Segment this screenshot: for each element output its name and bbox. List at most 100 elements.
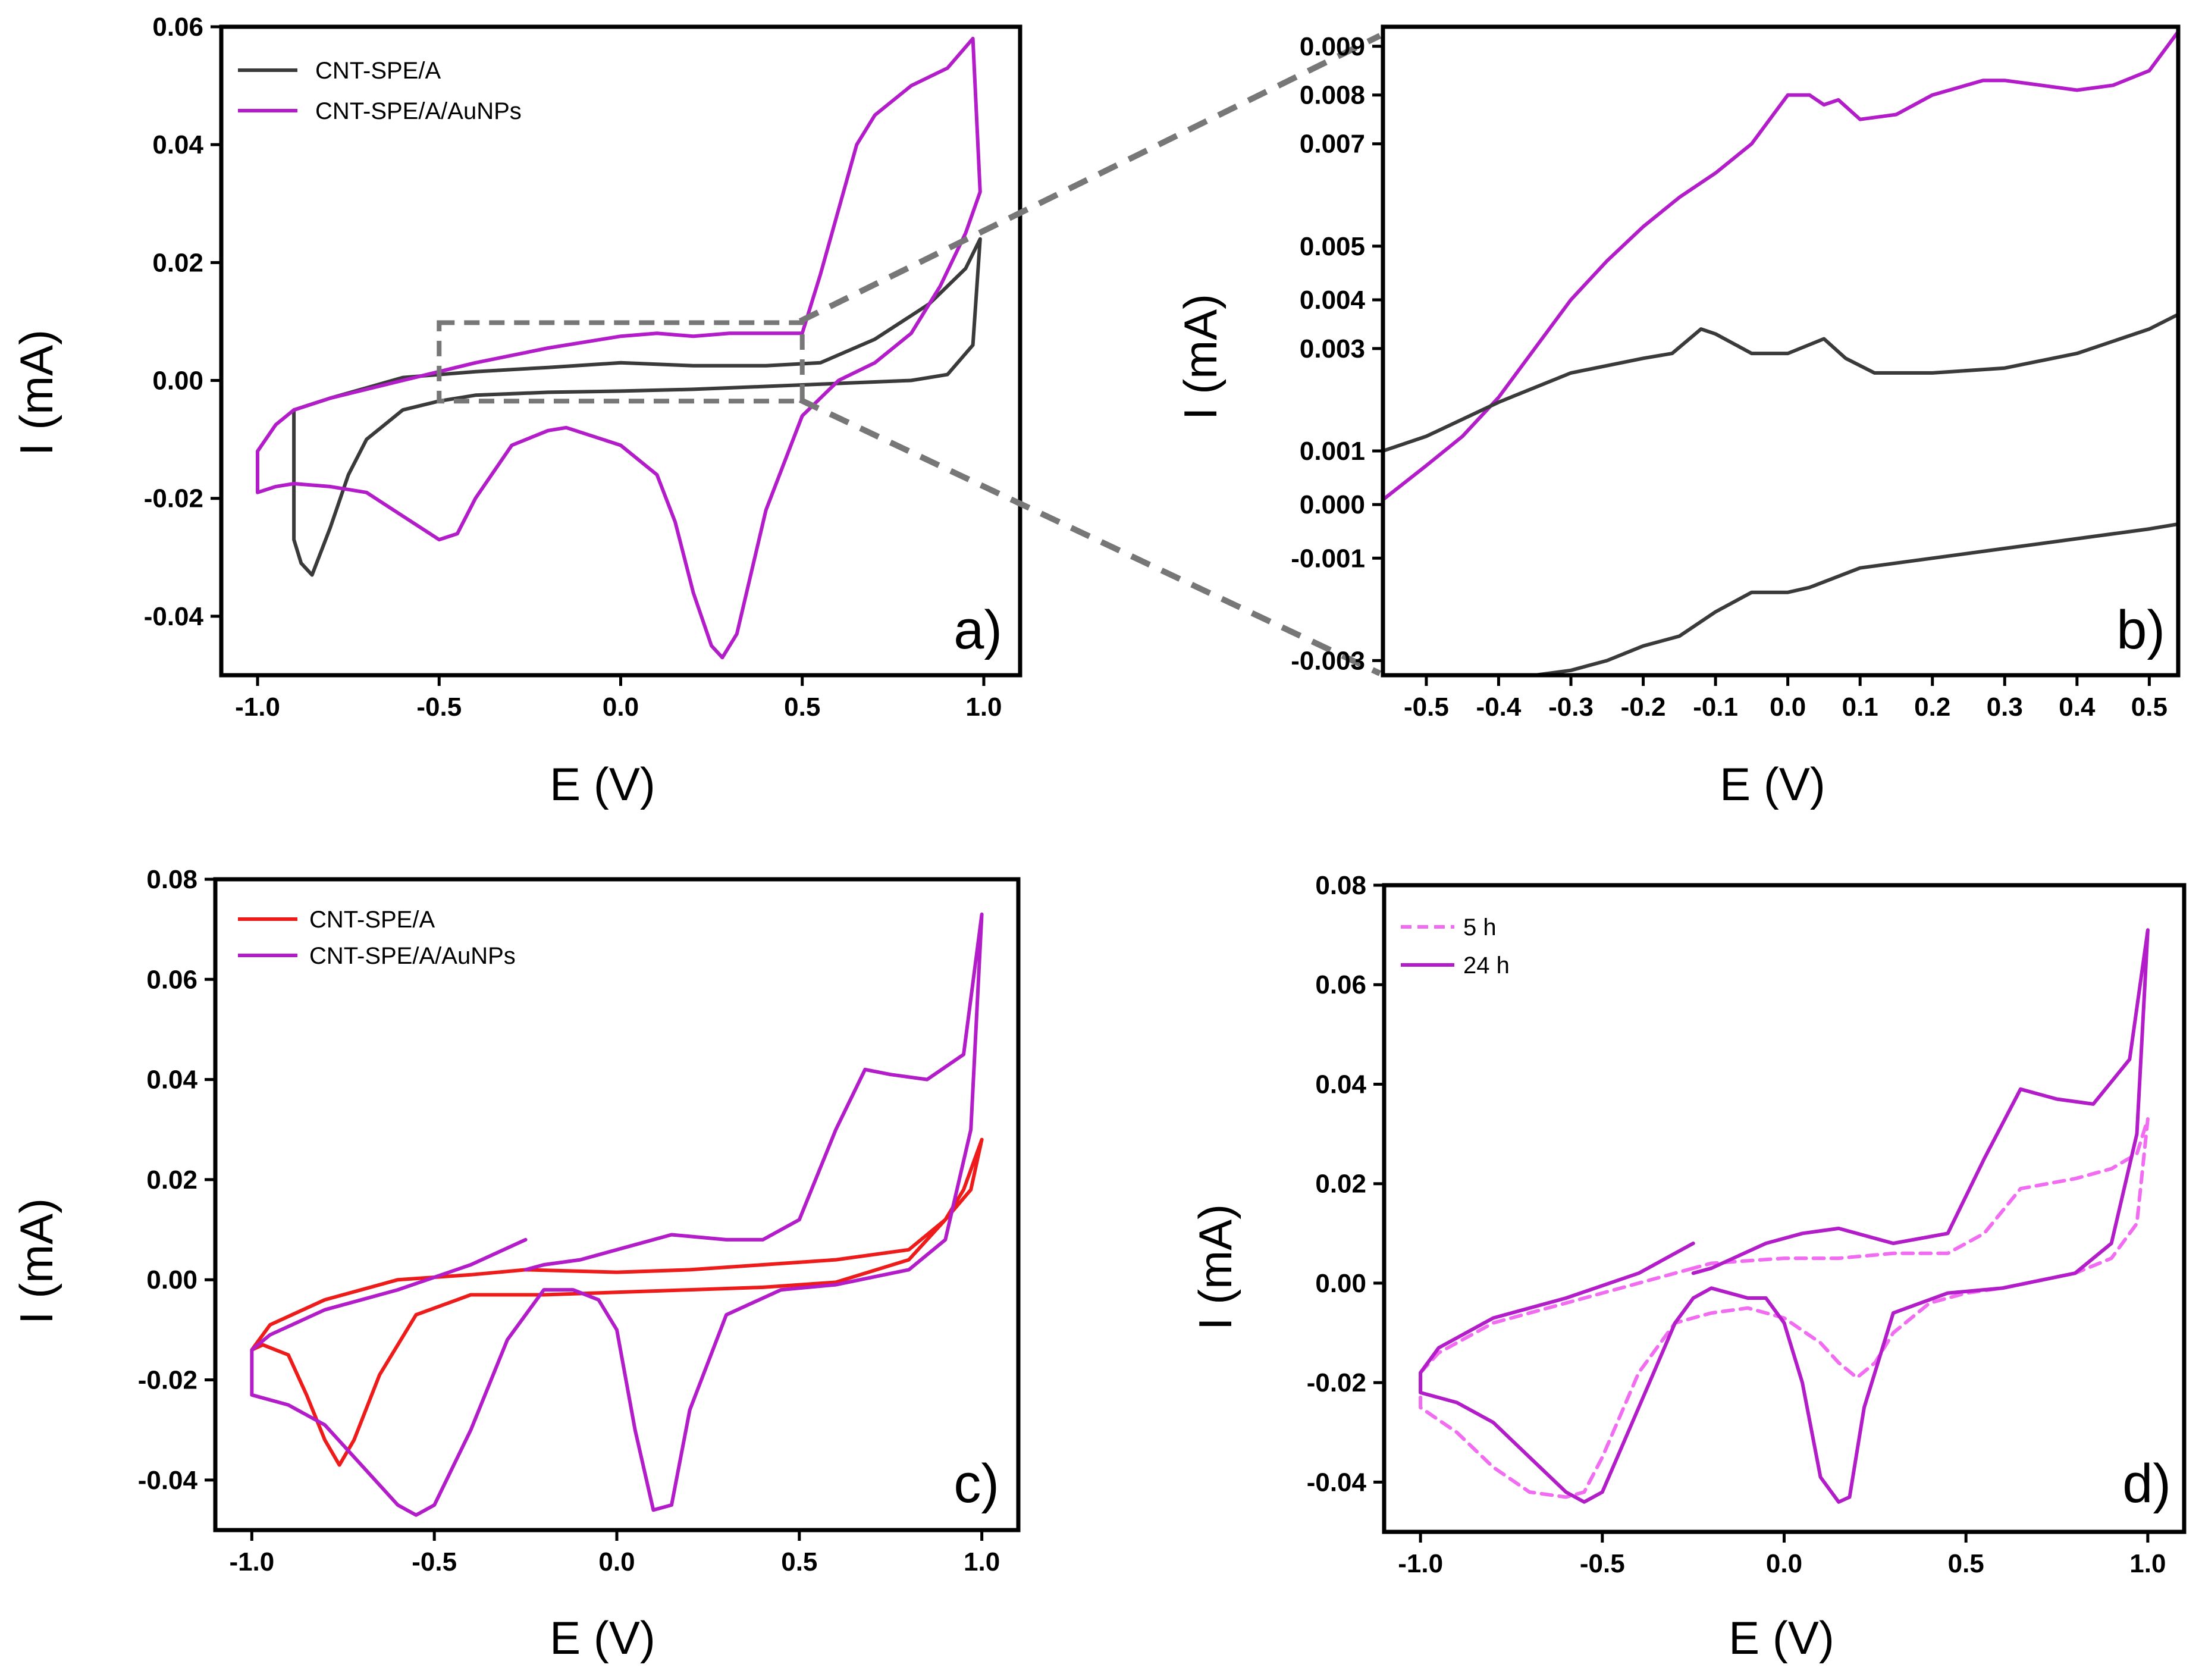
panel-c-x-tick-label: 0.5 — [781, 1547, 817, 1576]
panel-a-series-group — [256, 36, 982, 660]
panel-c-y-tick-label: -0.02 — [138, 1366, 197, 1395]
panel-b-y-tick-label: 0.009 — [1300, 32, 1365, 61]
panel-c-y-tick-label: 0.02 — [146, 1165, 197, 1195]
zoom-connector-bottom — [798, 397, 1382, 676]
panel-c-y-tick-label: 0.08 — [146, 865, 197, 894]
panel-b-x-tick-label: 0.3 — [1987, 692, 2023, 722]
panel-d-y-tick-label: -0.02 — [1307, 1368, 1366, 1397]
panel-b-label: b) — [2116, 600, 2165, 660]
panel-b-x-tick-label: 0.4 — [2059, 692, 2096, 722]
panel-c-y-tick-label: -0.04 — [138, 1466, 198, 1495]
panel-c-x-tick-label: -1.0 — [229, 1547, 274, 1576]
panel-d-x-axis-title: E (V) — [1729, 1612, 1834, 1664]
panel-d-y-tick-label: 0.02 — [1315, 1170, 1366, 1199]
panel-a-y-tick-label: 0.04 — [152, 130, 203, 159]
legend-label-cnt-spe-a-aunps: CNT-SPE/A/AuNPs — [315, 98, 522, 124]
panel-a-legend: CNT-SPE/A CNT-SPE/A/AuNPs — [238, 58, 522, 124]
panel-d-x-tick-label: -1.0 — [1398, 1549, 1443, 1578]
panel-b-x-tick-label: 0.2 — [1914, 692, 1950, 722]
panel-c-plot-layer: -1.0 -0.5 0.0 0.5 1.0 -0.04 -0.02 0.00 0.02 0.04 0… — [138, 865, 1021, 1576]
panel-c-y-axis-title: I (mA) — [10, 1198, 62, 1324]
panel-b: -0.5 -0.4 -0.3 -0.2 -0.1 0.0 0.1 0.2 0.3 0.4 0.5 -0… — [1174, 24, 2181, 810]
panel-c-x-tick-label: -0.5 — [412, 1547, 457, 1576]
panel-a-y-tick-label: -0.04 — [144, 602, 204, 631]
panel-b-series-1 — [1383, 312, 2178, 453]
panel-d-label: d) — [2122, 1453, 2171, 1514]
panel-a-series-0 — [292, 237, 982, 577]
panel-b-series-group — [1383, 30, 2178, 675]
panel-b-x-tick-label: -0.1 — [1693, 692, 1738, 722]
panel-a-y-tick-label: 0.00 — [152, 366, 203, 396]
panel-d-x-tick-label: -0.5 — [1580, 1549, 1625, 1578]
panel-d-y-axis-title: I (mA) — [1189, 1204, 1241, 1330]
panel-b-y-tick-label: -0.001 — [1291, 544, 1365, 573]
panel-a-y-tick-label: -0.02 — [144, 484, 203, 513]
panel-a-plot-layer: -1.0 -0.5 0.0 0.5 1.0 -0.04 -0.02 0.00 0.02 0.04 0… — [144, 12, 1022, 722]
panel-b-x-axis-title: E (V) — [1720, 758, 1825, 810]
legend-label-c-cnt-spe-a-aunps: CNT-SPE/A/AuNPs — [309, 943, 516, 969]
panel-d-plot-layer: -1.0 -0.5 0.0 0.5 1.0 -0.04 -0.02 0.00 0.02 0.04 0… — [1307, 871, 2187, 1578]
panel-b-y-tick-label: 0.007 — [1300, 130, 1365, 159]
panel-b-y-tick-label: 0.005 — [1300, 232, 1365, 261]
panel-b-x-tick-label: -0.5 — [1404, 692, 1449, 722]
panel-a-y-axis-title: I (mA) — [10, 330, 62, 456]
panel-a-series-1 — [256, 36, 982, 660]
panel-c-y-tick-label: 0.06 — [146, 965, 197, 994]
panel-c-y-tick-label: 0.04 — [146, 1065, 197, 1095]
panel-a-y-tick-label: 0.02 — [152, 248, 203, 277]
panel-b-y-tick-label: 0.003 — [1300, 334, 1365, 363]
zoom-connector-top — [798, 33, 1382, 324]
panel-a-x-tick-label: 0.5 — [784, 692, 820, 722]
panel-d-y-tick-label: -0.04 — [1307, 1468, 1367, 1497]
panel-b-series-0 — [1383, 30, 2178, 502]
panel-c-y-tick-label: 0.00 — [146, 1265, 197, 1295]
panel-d-y-tick-label: 0.04 — [1315, 1070, 1366, 1099]
panel-d-x-tick-label: 0.0 — [1766, 1549, 1802, 1578]
zoom-box — [437, 320, 805, 404]
panel-a-x-tick-label: -0.5 — [416, 692, 462, 722]
panel-b-x-tick-label: 0.5 — [2131, 692, 2168, 722]
panel-a-x-tick-label: -1.0 — [235, 692, 280, 722]
panel-a-label: a) — [953, 600, 1002, 660]
panel-d-series-group — [1419, 928, 2150, 1504]
panel-a-x-axis-title: E (V) — [550, 758, 655, 810]
panel-c-x-tick-label: 0.0 — [598, 1547, 635, 1576]
panel-c-x-axis-title: E (V) — [550, 1612, 655, 1664]
panel-d-series-1 — [1419, 928, 2150, 1504]
panel-c-legend: CNT-SPE/A CNT-SPE/A/AuNPs — [238, 907, 516, 969]
panel-b-x-tick-label: 0.0 — [1770, 692, 1806, 722]
panel-b-y-tick-label: 0.008 — [1300, 81, 1365, 110]
legend-label-cnt-spe-a: CNT-SPE/A — [315, 58, 441, 84]
panel-b-y-tick-label: -0.003 — [1291, 646, 1365, 675]
panel-c-series-group — [250, 912, 984, 1517]
panel-b-x-tick-label: 0.1 — [1842, 692, 1878, 722]
legend-label-24h: 24 h — [1463, 952, 1510, 979]
panel-b-y-tick-label: 0.001 — [1300, 437, 1365, 466]
panel-d-x-tick-label: 1.0 — [2129, 1549, 2166, 1578]
panel-c-x-tick-label: 1.0 — [964, 1547, 1000, 1576]
panel-b-frame — [1381, 24, 2181, 678]
panel-b-y-tick-label: 0.004 — [1300, 286, 1366, 315]
panel-c-series-1 — [250, 912, 984, 1517]
panel-a-x-tick-label: 0.0 — [603, 692, 639, 722]
panel-c: -1.0 -0.5 0.0 0.5 1.0 -0.04 -0.02 0.00 0.02 0.04 0… — [10, 865, 1021, 1664]
panel-b-y-axis-title: I (mA) — [1174, 294, 1227, 420]
panel-d-y-tick-label: 0.00 — [1315, 1269, 1366, 1298]
panel-a: -1.0 -0.5 0.0 0.5 1.0 -0.04 -0.02 0.00 0.02 0.04 0… — [10, 12, 1022, 810]
panel-d-legend: 5 h 24 h — [1401, 914, 1510, 979]
panel-b-plot-layer: -0.5 -0.4 -0.3 -0.2 -0.1 0.0 0.1 0.2 0.3 0.4 0.5 -0… — [1291, 24, 2181, 722]
panel-d-x-tick-label: 0.5 — [1948, 1549, 1984, 1578]
panel-b-x-tick-label: -0.2 — [1621, 692, 1666, 722]
panel-a-y-tick-label: 0.06 — [152, 12, 203, 42]
legend-label-c-cnt-spe-a: CNT-SPE/A — [309, 907, 435, 933]
panel-b-x-tick-label: -0.4 — [1476, 692, 1522, 722]
panel-d: -1.0 -0.5 0.0 0.5 1.0 -0.04 -0.02 0.00 0.02 0.04 0… — [1189, 871, 2187, 1664]
panel-b-y-tick-label: 0.000 — [1300, 490, 1365, 519]
panel-b-x-tick-label: -0.3 — [1548, 692, 1594, 722]
panel-a-x-tick-label: 1.0 — [965, 692, 1002, 722]
panel-c-label: c) — [953, 1453, 999, 1514]
legend-label-5h: 5 h — [1463, 914, 1497, 941]
panel-d-y-tick-label: 0.06 — [1315, 970, 1366, 999]
